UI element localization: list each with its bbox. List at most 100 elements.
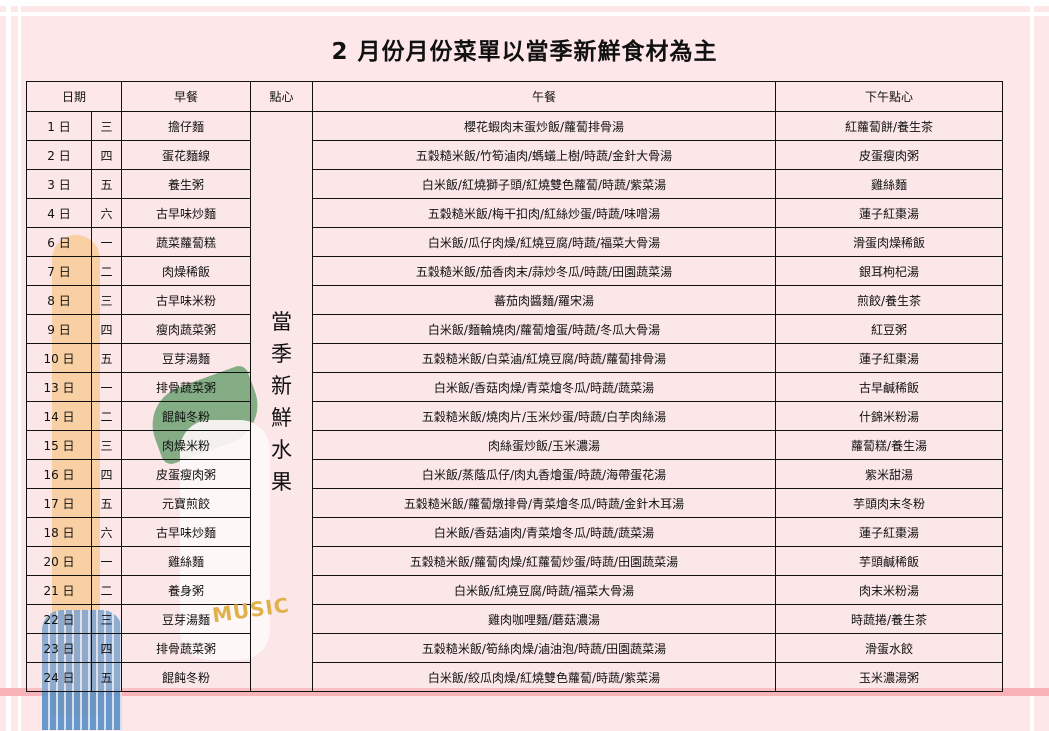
cell-weekday: 三 (90, 111, 123, 141)
decor-stripe (0, 688, 1049, 696)
cell-breakfast: 元寶煎餃 (121, 488, 252, 518)
cell-date: 14 日 (26, 401, 92, 431)
cell-lunch: 肉絲蛋炒飯/玉米濃湯 (312, 430, 777, 460)
cell-lunch: 五穀糙米飯/竹筍滷肉/螞蟻上樹/時蔬/金針大骨湯 (312, 140, 777, 170)
table-row: 6 日一蔬菜蘿蔔糕 白米飯/瓜仔肉燥/紅燒豆腐/時蔬/福菜大骨湯 滑蛋肉燥稀飯 (26, 227, 1004, 257)
cell-weekday: 二 (90, 401, 123, 431)
cell-breakfast: 蔬菜蘿蔔糕 (121, 227, 252, 257)
cell-lunch: 雞肉咖哩麵/蘑菇濃湯 (312, 604, 777, 634)
decor-stripe (18, 0, 21, 731)
page-title: 2 月份月份菜單以當季新鮮食材為主 (331, 39, 718, 65)
table-row: 7 日二肉燥稀飯 五穀糙米飯/茄香肉末/蒜炒冬瓜/時蔬/田園蔬菜湯 銀耳枸杞湯 (26, 256, 1004, 286)
cell-weekday: 一 (90, 227, 123, 257)
cell-breakfast: 餛飩冬粉 (121, 662, 252, 692)
cell-afternoon: 銀耳枸杞湯 (775, 256, 1004, 286)
snack-char: 季 (271, 341, 293, 366)
table-row: 21 日二養身粥 白米飯/紅燒豆腐/時蔬/福菜大骨湯 肉末米粉湯 (26, 575, 1004, 605)
cell-afternoon: 蘿蔔糕/養生湯 (775, 430, 1004, 460)
cell-weekday: 一 (90, 372, 123, 402)
cell-afternoon: 滑蛋水餃 (775, 633, 1004, 663)
cell-weekday: 五 (90, 343, 123, 373)
cell-afternoon: 芋頭肉末冬粉 (775, 488, 1004, 518)
decor-stripe (0, 12, 1049, 16)
cell-afternoon: 芋頭鹹稀飯 (775, 546, 1004, 576)
cell-date: 20 日 (26, 546, 92, 576)
header-afternoon: 下午點心 (775, 81, 1004, 112)
cell-weekday: 五 (90, 662, 123, 692)
cell-date: 15 日 (26, 430, 92, 460)
table-row: 16 日四皮蛋瘦肉粥 白米飯/蒸蔭瓜仔/肉丸香燴蛋/時蔬/海帶蛋花湯 紫米甜湯 (26, 459, 1004, 489)
menu-table: 日期 早餐 點心 午餐 下午點心 1 日三擔仔麵當季新鮮水果櫻花蝦肉末蛋炒飯/蘿… (25, 81, 1004, 692)
cell-date: 1 日 (26, 111, 92, 141)
cell-afternoon: 煎餃/養生茶 (775, 285, 1004, 315)
snack-char: 鮮 (271, 405, 293, 430)
cell-afternoon: 蓮子紅棗湯 (775, 517, 1004, 547)
cell-lunch: 白米飯/絞瓜肉燥/紅燒雙色蘿蔔/時蔬/紫菜湯 (312, 662, 777, 692)
cell-lunch: 白米飯/瓜仔肉燥/紅燒豆腐/時蔬/福菜大骨湯 (312, 227, 777, 257)
cell-afternoon: 紅蘿蔔餅/養生茶 (775, 111, 1004, 141)
cell-lunch: 五穀糙米飯/蘿蔔燉排骨/青菜燴冬瓜/時蔬/金針木耳湯 (312, 488, 777, 518)
decor-stripe (0, 0, 1049, 6)
cell-date: 4 日 (26, 198, 92, 228)
table-row: 14 日二餛飩冬粉 五穀糙米飯/燒肉片/玉米炒蛋/時蔬/白芋肉絲湯 什錦米粉湯 (26, 401, 1004, 431)
table-row: 1 日三擔仔麵當季新鮮水果櫻花蝦肉末蛋炒飯/蘿蔔排骨湯 紅蘿蔔餅/養生茶 (26, 111, 1004, 692)
header-row: 日期 早餐 點心 午餐 下午點心 (25, 81, 1004, 112)
cell-date: 24 日 (26, 662, 92, 692)
table-row: 18 日六古早味炒麵 白米飯/香菇滷肉/青菜燴冬瓜/時蔬/蔬菜湯 蓮子紅棗湯 (26, 517, 1004, 547)
cell-lunch: 白米飯/紅燒獅子頭/紅燒雙色蘿蔔/時蔬/紫菜湯 (312, 169, 777, 199)
table-row: 8 日三古早味米粉 蕃茄肉醬麵/羅宋湯 煎餃/養生茶 (26, 285, 1004, 315)
cell-lunch: 蕃茄肉醬麵/羅宋湯 (312, 285, 777, 315)
table-row: 23 日四排骨蔬菜粥 五穀糙米飯/筍絲肉燥/滷油泡/時蔬/田園蔬菜湯 滑蛋水餃 (26, 633, 1004, 663)
cell-snack: 當季新鮮水果 (250, 111, 314, 692)
table-row: 15 日三肉燥米粉 肉絲蛋炒飯/玉米濃湯 蘿蔔糕/養生湯 (26, 430, 1004, 460)
table-row: 20 日一雞絲麵 五穀糙米飯/蘿蔔肉燥/紅蘿蔔炒蛋/時蔬/田園蔬菜湯 芋頭鹹稀飯 (26, 546, 1004, 576)
cell-weekday: 三 (90, 285, 123, 315)
cell-lunch: 五穀糙米飯/梅干扣肉/紅絲炒蛋/時蔬/味噌湯 (312, 198, 777, 228)
cell-afternoon: 滑蛋肉燥稀飯 (775, 227, 1004, 257)
header-lunch: 午餐 (312, 81, 777, 112)
cell-afternoon: 蓮子紅棗湯 (775, 198, 1004, 228)
cell-weekday: 二 (90, 256, 123, 286)
cell-breakfast: 蛋花麵線 (121, 140, 252, 170)
cell-date: 17 日 (26, 488, 92, 518)
cell-afternoon: 雞絲麵 (775, 169, 1004, 199)
cell-weekday: 六 (90, 517, 123, 547)
cell-breakfast: 肉燥米粉 (121, 430, 252, 460)
cell-breakfast: 古早味米粉 (121, 285, 252, 315)
cell-date: 16 日 (26, 459, 92, 489)
cell-afternoon: 什錦米粉湯 (775, 401, 1004, 431)
cell-afternoon: 紫米甜湯 (775, 459, 1004, 489)
cell-lunch: 五穀糙米飯/筍絲肉燥/滷油泡/時蔬/田園蔬菜湯 (312, 633, 777, 663)
cell-lunch: 白米飯/香菇滷肉/青菜燴冬瓜/時蔬/蔬菜湯 (312, 517, 777, 547)
cell-breakfast: 養生粥 (121, 169, 252, 199)
cell-afternoon: 時蔬捲/養生茶 (775, 604, 1004, 634)
table-row: 17 日五元寶煎餃 五穀糙米飯/蘿蔔燉排骨/青菜燴冬瓜/時蔬/金針木耳湯 芋頭肉末冬… (26, 488, 1004, 518)
cell-date: 23 日 (26, 633, 92, 663)
cell-afternoon: 皮蛋瘦肉粥 (775, 140, 1004, 170)
header-breakfast: 早餐 (121, 81, 252, 112)
cell-lunch: 五穀糙米飯/茄香肉末/蒜炒冬瓜/時蔬/田園蔬菜湯 (312, 256, 777, 286)
cell-afternoon: 肉末米粉湯 (775, 575, 1004, 605)
cell-date: 22 日 (26, 604, 92, 634)
cell-breakfast: 雞絲麵 (121, 546, 252, 576)
table-row: 9 日四瘦肉蔬菜粥 白米飯/麵輪燒肉/蘿蔔燴蛋/時蔬/冬瓜大骨湯 紅豆粥 (26, 314, 1004, 344)
cell-lunch: 白米飯/香菇肉燥/青菜燴冬瓜/時蔬/蔬菜湯 (312, 372, 777, 402)
cell-afternoon: 紅豆粥 (775, 314, 1004, 344)
cell-lunch: 五穀糙米飯/蘿蔔肉燥/紅蘿蔔炒蛋/時蔬/田園蔬菜湯 (312, 546, 777, 576)
cell-breakfast: 豆芽湯麵 (121, 343, 252, 373)
header-snack: 點心 (250, 81, 314, 112)
cell-afternoon: 蓮子紅棗湯 (775, 343, 1004, 373)
table-row: 4 日六古早味炒麵 五穀糙米飯/梅干扣肉/紅絲炒蛋/時蔬/味噌湯 蓮子紅棗湯 (26, 198, 1004, 228)
cell-date: 18 日 (26, 517, 92, 547)
snack-char: 果 (271, 469, 293, 494)
cell-date: 13 日 (26, 372, 92, 402)
cell-lunch: 五穀糙米飯/白菜滷/紅燒豆腐/時蔬/蘿蔔排骨湯 (312, 343, 777, 373)
cell-weekday: 一 (90, 546, 123, 576)
cell-date: 8 日 (26, 285, 92, 315)
table-row: 3 日五養生粥 白米飯/紅燒獅子頭/紅燒雙色蘿蔔/時蔬/紫菜湯 雞絲麵 (26, 169, 1004, 199)
cell-breakfast: 古早味炒麵 (121, 517, 252, 547)
cell-breakfast: 肉燥稀飯 (121, 256, 252, 286)
cell-date: 21 日 (26, 575, 92, 605)
cell-breakfast: 豆芽湯麵 (121, 604, 252, 634)
cell-weekday: 四 (90, 314, 123, 344)
